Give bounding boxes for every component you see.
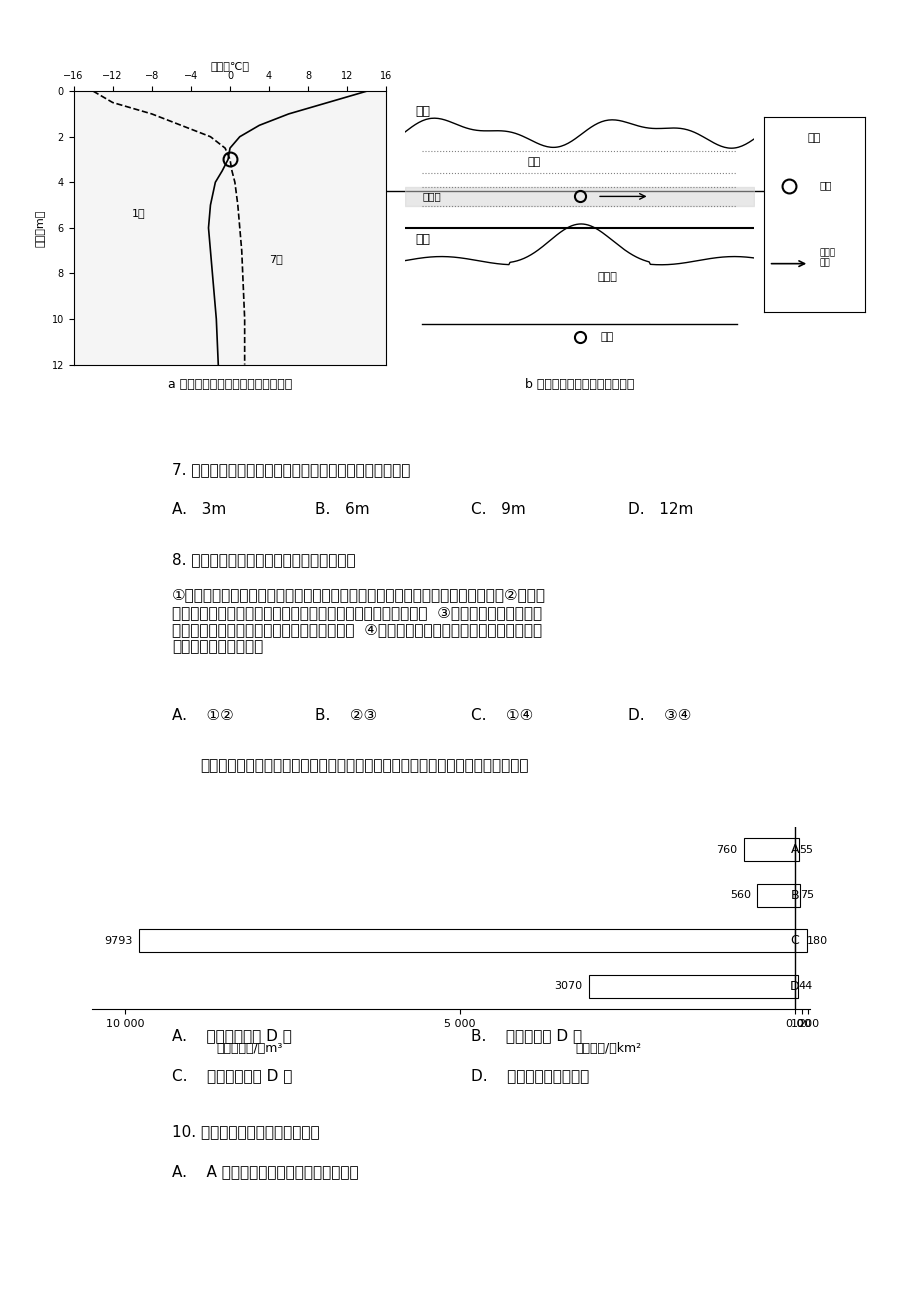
7月 bbox=[209, 289, 220, 305]
Text: B.   6m: B. 6m bbox=[314, 503, 369, 517]
Text: C: C bbox=[789, 935, 799, 947]
1月 bbox=[107, 95, 118, 111]
7月 bbox=[211, 335, 222, 350]
7月 bbox=[283, 105, 294, 121]
7月 bbox=[224, 141, 235, 156]
Text: 冻胀丘: 冻胀丘 bbox=[596, 272, 617, 283]
7月 bbox=[254, 117, 265, 133]
1月 bbox=[205, 129, 216, 145]
Text: B.    ②③: B. ②③ bbox=[314, 708, 377, 723]
7月 bbox=[234, 129, 245, 145]
7月 bbox=[217, 163, 228, 178]
Text: C.   9m: C. 9m bbox=[471, 503, 526, 517]
Bar bbox=[794, 884, 799, 906]
Text: b 季节性冻胀丘形成剖面示意图: b 季节性冻胀丘形成剖面示意图 bbox=[525, 378, 633, 391]
7月 bbox=[205, 242, 216, 258]
7月 bbox=[222, 151, 233, 167]
1月 bbox=[238, 289, 249, 305]
Text: A: A bbox=[789, 844, 799, 855]
1月 bbox=[229, 174, 240, 190]
Text: 9. 图中  B,D 两河年径流总量差异大，因为 B 河: 9. 图中 B,D 两河年径流总量差异大，因为 B 河 bbox=[172, 988, 399, 1004]
Text: C.    流域降水少于 D 河: C. 流域降水少于 D 河 bbox=[172, 1069, 292, 1083]
Line: 1月: 1月 bbox=[93, 91, 244, 365]
Text: a 漠大线加格达奇观测站地温变化图: a 漠大线加格达奇观测站地温变化图 bbox=[167, 378, 292, 391]
Text: D.    以冰雪融水补给为主: D. 以冰雪融水补给为主 bbox=[471, 1069, 589, 1083]
Text: 7. 据图分析，该区域冻土活动层和多年冻层的分界深度是: 7. 据图分析，该区域冻土活动层和多年冻层的分界深度是 bbox=[172, 462, 410, 477]
Text: 760: 760 bbox=[715, 845, 736, 854]
Text: A.   3m: A. 3m bbox=[172, 503, 226, 517]
Text: 地下水: 地下水 bbox=[422, 191, 440, 202]
Text: 75: 75 bbox=[800, 891, 813, 900]
1月 bbox=[232, 198, 243, 214]
Text: D.    ③④: D. ③④ bbox=[628, 708, 691, 723]
Title: 地温（℃）: 地温（℃） bbox=[210, 61, 249, 70]
Text: A.    流域面积大于 D 河: A. 流域面积大于 D 河 bbox=[172, 1029, 291, 1043]
Text: 44: 44 bbox=[797, 982, 811, 991]
1月 bbox=[87, 83, 98, 99]
Text: 180: 180 bbox=[806, 936, 827, 945]
Text: D: D bbox=[789, 980, 799, 992]
1月 bbox=[239, 357, 250, 372]
Text: 7月: 7月 bbox=[269, 254, 282, 264]
Text: 地下水
流向: 地下水 流向 bbox=[819, 249, 834, 267]
Bar bbox=[589, 975, 794, 997]
7月 bbox=[210, 174, 221, 190]
7月 bbox=[210, 311, 221, 327]
Text: 如图为长江、黄河、珠江、松花江年径流总量与流域面积比较图，读图回答问题。: 如图为长江、黄河、珠江、松花江年径流总量与流域面积比较图，读图回答问题。 bbox=[200, 758, 528, 773]
7月 bbox=[322, 95, 333, 111]
7月 bbox=[212, 357, 223, 372]
1月 bbox=[220, 141, 231, 156]
7月 bbox=[205, 198, 216, 214]
Text: ①治水是关键，可在管道两则的地下建设截水墙等阻水工程，阻止地下水流向管道②土壤湿
润是冻胀丘形成的重要条件，可开挖沟渠，排走地表水和地下水  ③冬季低温是冻胀丘: ①治水是关键，可在管道两则的地下建设截水墙等阻水工程，阻止地下水流向管道②土壤湿… bbox=[172, 587, 546, 655]
1月 bbox=[224, 151, 235, 167]
1月 bbox=[226, 163, 237, 178]
Text: 3070: 3070 bbox=[554, 982, 582, 991]
Text: A.    A 河开发水运，增加通航里程和时间: A. A 河开发水运，增加通航里程和时间 bbox=[172, 1164, 358, 1178]
Text: 55: 55 bbox=[798, 845, 811, 854]
1月 bbox=[176, 117, 187, 133]
Bar bbox=[794, 975, 797, 997]
Text: 冬季: 冬季 bbox=[414, 233, 430, 246]
Y-axis label: 深度（m）: 深度（m） bbox=[36, 210, 46, 246]
7月 bbox=[207, 266, 218, 281]
Bar bbox=[743, 838, 794, 861]
Bar bbox=[139, 930, 794, 952]
1月 bbox=[234, 220, 245, 236]
Text: 夏季: 夏季 bbox=[414, 104, 430, 117]
1月 bbox=[236, 242, 247, 258]
Bar bbox=[794, 838, 798, 861]
Text: 10. 四河流域中开发措施合理的是: 10. 四河流域中开发措施合理的是 bbox=[172, 1124, 319, 1139]
Text: 图例: 图例 bbox=[807, 133, 820, 143]
1月 bbox=[239, 335, 250, 350]
Text: 沼泽: 沼泽 bbox=[527, 158, 539, 167]
Text: 560: 560 bbox=[729, 891, 750, 900]
Text: 1月: 1月 bbox=[132, 208, 146, 219]
Text: 流域面积/万km²: 流域面积/万km² bbox=[575, 1042, 641, 1055]
Bar bbox=[794, 930, 806, 952]
Line: 7月: 7月 bbox=[209, 91, 367, 365]
Text: A.    ①②: A. ①② bbox=[172, 708, 233, 723]
1月 bbox=[237, 266, 248, 281]
Text: 管道: 管道 bbox=[819, 181, 831, 190]
Text: 年径流总量/亿m³: 年径流总量/亿m³ bbox=[217, 1042, 283, 1055]
Text: C.    ①④: C. ①④ bbox=[471, 708, 533, 723]
1月 bbox=[146, 105, 157, 121]
1月 bbox=[239, 311, 250, 327]
7月 bbox=[203, 220, 214, 236]
Text: 8. 对季节性冻胀丘的形成及防治，正确的是: 8. 对季节性冻胀丘的形成及防治，正确的是 bbox=[172, 552, 356, 568]
Text: D.   12m: D. 12m bbox=[628, 503, 693, 517]
Text: B: B bbox=[789, 889, 799, 901]
Text: B.    含沙量大于 D 河: B. 含沙量大于 D 河 bbox=[471, 1029, 582, 1043]
7月 bbox=[361, 83, 372, 99]
Text: 冻土: 冻土 bbox=[600, 332, 613, 342]
Bar bbox=[756, 884, 794, 906]
Text: 9793: 9793 bbox=[104, 936, 132, 945]
